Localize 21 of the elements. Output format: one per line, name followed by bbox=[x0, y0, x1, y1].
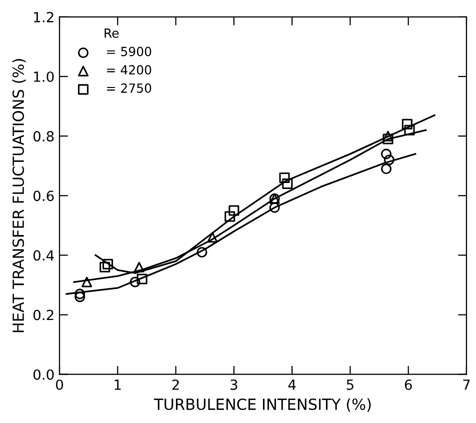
x-tick-label: 2 bbox=[172, 379, 179, 390]
y-tick-label: 0.6 bbox=[33, 190, 54, 202]
x-tick-label: 1 bbox=[114, 380, 121, 390]
y-tick-label: 1.2 bbox=[34, 12, 54, 22]
legend-title: Re bbox=[104, 28, 119, 38]
legend-label: = 2750 bbox=[107, 83, 152, 93]
x-tick-label: 0 bbox=[56, 379, 63, 390]
y-tick-label: 0.0 bbox=[33, 369, 54, 380]
legend-label: = 5900 bbox=[107, 46, 152, 56]
y-axis-title: HEAT TRANSFER FLUCTUATIONS (%) bbox=[12, 59, 26, 332]
x-tick-label: 3 bbox=[230, 379, 238, 390]
y-tick-label: 0.8 bbox=[33, 131, 54, 142]
x-tick-label: 5 bbox=[346, 380, 354, 390]
y-tick-label: 1.0 bbox=[34, 71, 54, 82]
legend-label: = 4200 bbox=[107, 65, 152, 75]
y-tick-label: 0.2 bbox=[33, 310, 54, 320]
x-tick-label: 7 bbox=[463, 380, 470, 390]
x-tick-label: 6 bbox=[404, 379, 412, 390]
y-tick-label: 0.4 bbox=[33, 250, 54, 261]
x-axis-title: TURBULENCE INTENSITY (%) bbox=[154, 398, 371, 412]
x-tick-label: 4 bbox=[288, 380, 296, 390]
